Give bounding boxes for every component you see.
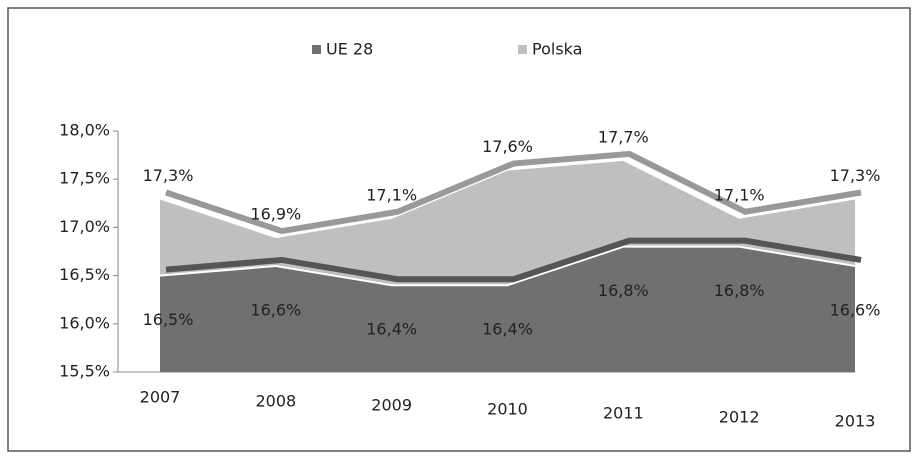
y-tick-label: 17,0% — [59, 217, 110, 236]
x-tick-label: 2007 — [140, 388, 181, 407]
data-label: 17,3% — [143, 166, 194, 185]
y-tick-label: 15,5% — [59, 362, 110, 381]
x-tick-label: 2012 — [719, 408, 760, 427]
data-label: 16,4% — [482, 320, 533, 339]
legend-swatch — [518, 45, 527, 54]
data-label: 17,1% — [714, 185, 765, 204]
area-top — [165, 237, 862, 283]
data-label: 17,1% — [366, 185, 417, 204]
y-tick-label: 18,0% — [59, 121, 110, 140]
x-tick-label: 2013 — [835, 412, 876, 431]
data-label: 17,7% — [598, 127, 649, 146]
area-edge — [159, 158, 856, 239]
x-tick-label: 2010 — [487, 400, 528, 419]
y-tick-label: 16,0% — [59, 313, 110, 332]
y-tick-label: 17,5% — [59, 169, 110, 188]
legend-label: UE 28 — [326, 40, 373, 59]
data-label: 16,9% — [250, 205, 301, 224]
area-top — [165, 150, 862, 235]
data-label: 17,3% — [830, 166, 881, 185]
area-edge — [159, 245, 856, 287]
data-label: 16,8% — [714, 281, 765, 300]
legend-label: Polska — [532, 40, 582, 59]
area — [160, 246, 855, 372]
data-label: 16,6% — [250, 300, 301, 319]
x-tick-label: 2011 — [603, 404, 644, 423]
x-tick-label: 2008 — [255, 392, 296, 411]
x-tick-label: 2009 — [371, 396, 412, 415]
data-label: 16,8% — [598, 281, 649, 300]
data-label: 16,5% — [143, 310, 194, 329]
legend-swatch — [312, 45, 321, 54]
data-label: 16,6% — [830, 300, 881, 319]
y-tick-label: 16,5% — [59, 265, 110, 284]
data-label: 16,4% — [366, 320, 417, 339]
data-label: 17,6% — [482, 137, 533, 156]
